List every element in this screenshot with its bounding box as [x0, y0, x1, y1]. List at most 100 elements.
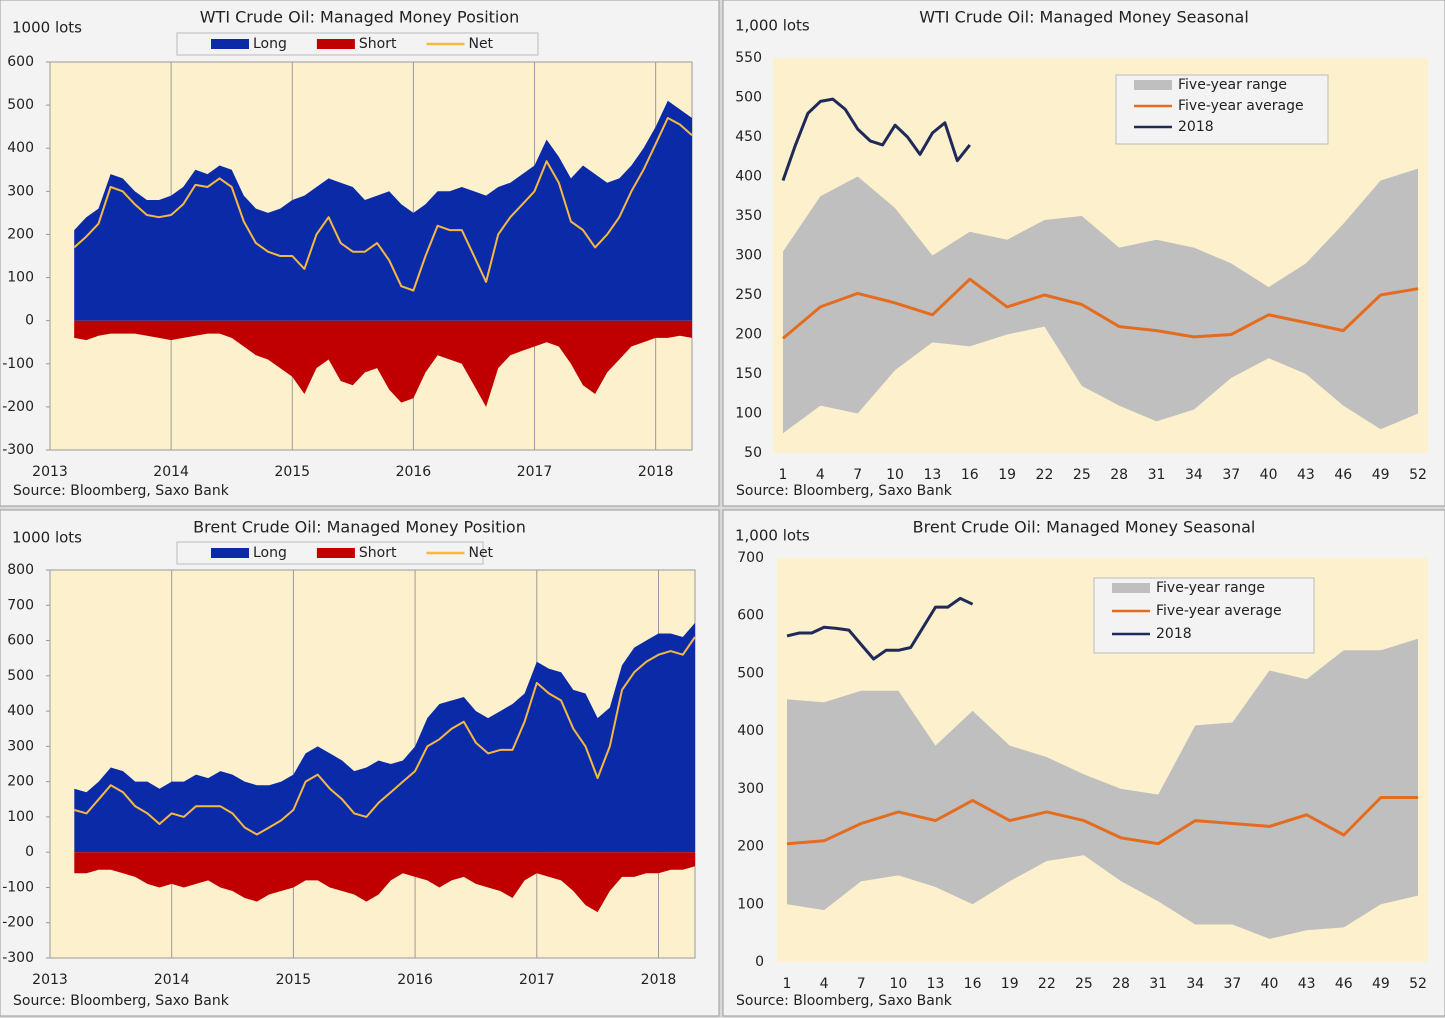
- line-series: [786, 796, 1418, 846]
- y-tick-label: -100: [2, 879, 34, 895]
- x-tick-label: 2016: [397, 972, 433, 988]
- chart-title: Brent Crude Oil: Managed Money Seasonal: [913, 518, 1256, 537]
- x-tick-label: 43: [1297, 467, 1315, 483]
- x-tick-label: 1: [783, 976, 792, 992]
- y-tick-label: 500: [7, 97, 34, 113]
- y-tick-label: 400: [737, 723, 764, 739]
- x-tick-label: 13: [927, 976, 945, 992]
- legend-label: 2018: [1178, 119, 1214, 135]
- line-series: [73, 117, 693, 292]
- y-tick-label: 400: [735, 169, 762, 185]
- legend-label: Five-year range: [1156, 580, 1265, 596]
- y-tick-label: 0: [25, 313, 34, 329]
- x-tick-label: 2018: [638, 464, 674, 480]
- legend-box: [176, 32, 539, 56]
- x-tick-label: 16: [964, 976, 982, 992]
- x-tick-label: 2014: [154, 972, 190, 988]
- y-tick-label: 150: [735, 366, 762, 382]
- x-tick-label: 34: [1186, 976, 1204, 992]
- y-tick-label: 250: [735, 287, 762, 303]
- y-tick-label: 400: [7, 140, 34, 156]
- area-series: [74, 320, 692, 407]
- x-tick-label: 46: [1334, 467, 1352, 483]
- legend-label: 2018: [1156, 626, 1192, 642]
- source-note: Source: Bloomberg, Saxo Bank: [736, 993, 953, 1009]
- x-tick-label: 2014: [153, 464, 189, 480]
- y-tick-label: 700: [737, 550, 764, 566]
- x-tick-label: 16: [961, 467, 979, 483]
- x-tick-label: 43: [1298, 976, 1316, 992]
- legend-swatch: [316, 548, 355, 558]
- y-tick-label: 200: [737, 839, 764, 855]
- legend-swatch: [211, 548, 249, 558]
- legend-label: Long: [253, 36, 287, 52]
- x-tick-label: 46: [1335, 976, 1353, 992]
- x-tick-label: 1: [779, 467, 788, 483]
- y-tick-label: 800: [7, 562, 34, 578]
- x-tick-label: 2017: [519, 972, 555, 988]
- chart-title: WTI Crude Oil: Managed Money Seasonal: [919, 8, 1249, 27]
- x-tick-label: 2017: [517, 464, 553, 480]
- y-tick-label: 200: [7, 226, 34, 242]
- legend-label: Net: [468, 545, 493, 561]
- chart-title: Brent Crude Oil: Managed Money Position: [193, 518, 526, 537]
- legend-label: Five-year range: [1178, 77, 1287, 93]
- x-tick-label: 4: [820, 976, 829, 992]
- x-tick-label: 37: [1222, 467, 1240, 483]
- x-tick-label: 2018: [641, 972, 677, 988]
- chart-panel: Brent Crude Oil: Managed Money Position 1…: [0, 509, 720, 1017]
- area-series: [74, 100, 692, 321]
- y-tick-label: 350: [735, 208, 762, 224]
- x-tick-label: 37: [1223, 976, 1241, 992]
- range-band: [783, 168, 1418, 434]
- y-axis-unit: 1,000 lots: [735, 17, 810, 35]
- y-tick-label: 600: [7, 54, 34, 70]
- x-tick-label: 25: [1075, 976, 1093, 992]
- source-note: Source: Bloomberg, Saxo Bank: [13, 993, 230, 1009]
- x-tick-label: 10: [889, 976, 907, 992]
- x-tick-label: 19: [998, 467, 1016, 483]
- legend-swatch: [1134, 80, 1172, 90]
- x-tick-label: 10: [886, 467, 904, 483]
- x-tick-label: 31: [1148, 467, 1166, 483]
- y-tick-label: 200: [7, 774, 34, 790]
- y-tick-label: 450: [735, 129, 762, 145]
- x-tick-label: 2013: [32, 972, 68, 988]
- legend-label: Short: [359, 36, 397, 52]
- y-axis-unit: 1000 lots: [12, 529, 82, 547]
- y-tick-label: 50: [744, 445, 762, 461]
- x-tick-label: 28: [1110, 467, 1128, 483]
- source-note: Source: Bloomberg, Saxo Bank: [13, 483, 230, 499]
- line-series: [74, 636, 696, 836]
- line-series: [781, 97, 971, 181]
- x-tick-label: 52: [1409, 976, 1427, 992]
- area-series: [74, 622, 696, 853]
- y-tick-label: 500: [737, 665, 764, 681]
- y-tick-label: 550: [735, 50, 762, 66]
- legend-label: Net: [468, 36, 493, 52]
- range-band: [787, 638, 1418, 939]
- y-tick-label: -100: [2, 356, 34, 372]
- y-tick-label: 200: [735, 327, 762, 343]
- x-tick-label: 13: [923, 467, 941, 483]
- x-tick-label: 40: [1261, 976, 1279, 992]
- legend-label: Short: [359, 545, 397, 561]
- source-note: Source: Bloomberg, Saxo Bank: [736, 483, 953, 499]
- x-tick-label: 7: [857, 976, 866, 992]
- x-tick-label: 22: [1038, 976, 1056, 992]
- x-tick-label: 2013: [32, 464, 68, 480]
- legend-swatch: [316, 39, 355, 49]
- x-tick-label: 25: [1073, 467, 1091, 483]
- line-series: [782, 277, 1419, 340]
- x-tick-label: 2015: [276, 972, 312, 988]
- x-tick-label: 28: [1112, 976, 1130, 992]
- x-tick-label: 40: [1260, 467, 1278, 483]
- y-tick-label: 100: [7, 809, 34, 825]
- chart-panel: WTI Crude Oil: Managed Money Position 100…: [0, 0, 720, 507]
- chart-panel: Brent Crude Oil: Managed Money Seasonal 1…: [722, 509, 1445, 1017]
- y-tick-label: 700: [7, 597, 34, 613]
- chart-title: WTI Crude Oil: Managed Money Position: [200, 8, 520, 27]
- y-tick-label: 300: [737, 781, 764, 797]
- y-tick-label: 0: [755, 954, 764, 970]
